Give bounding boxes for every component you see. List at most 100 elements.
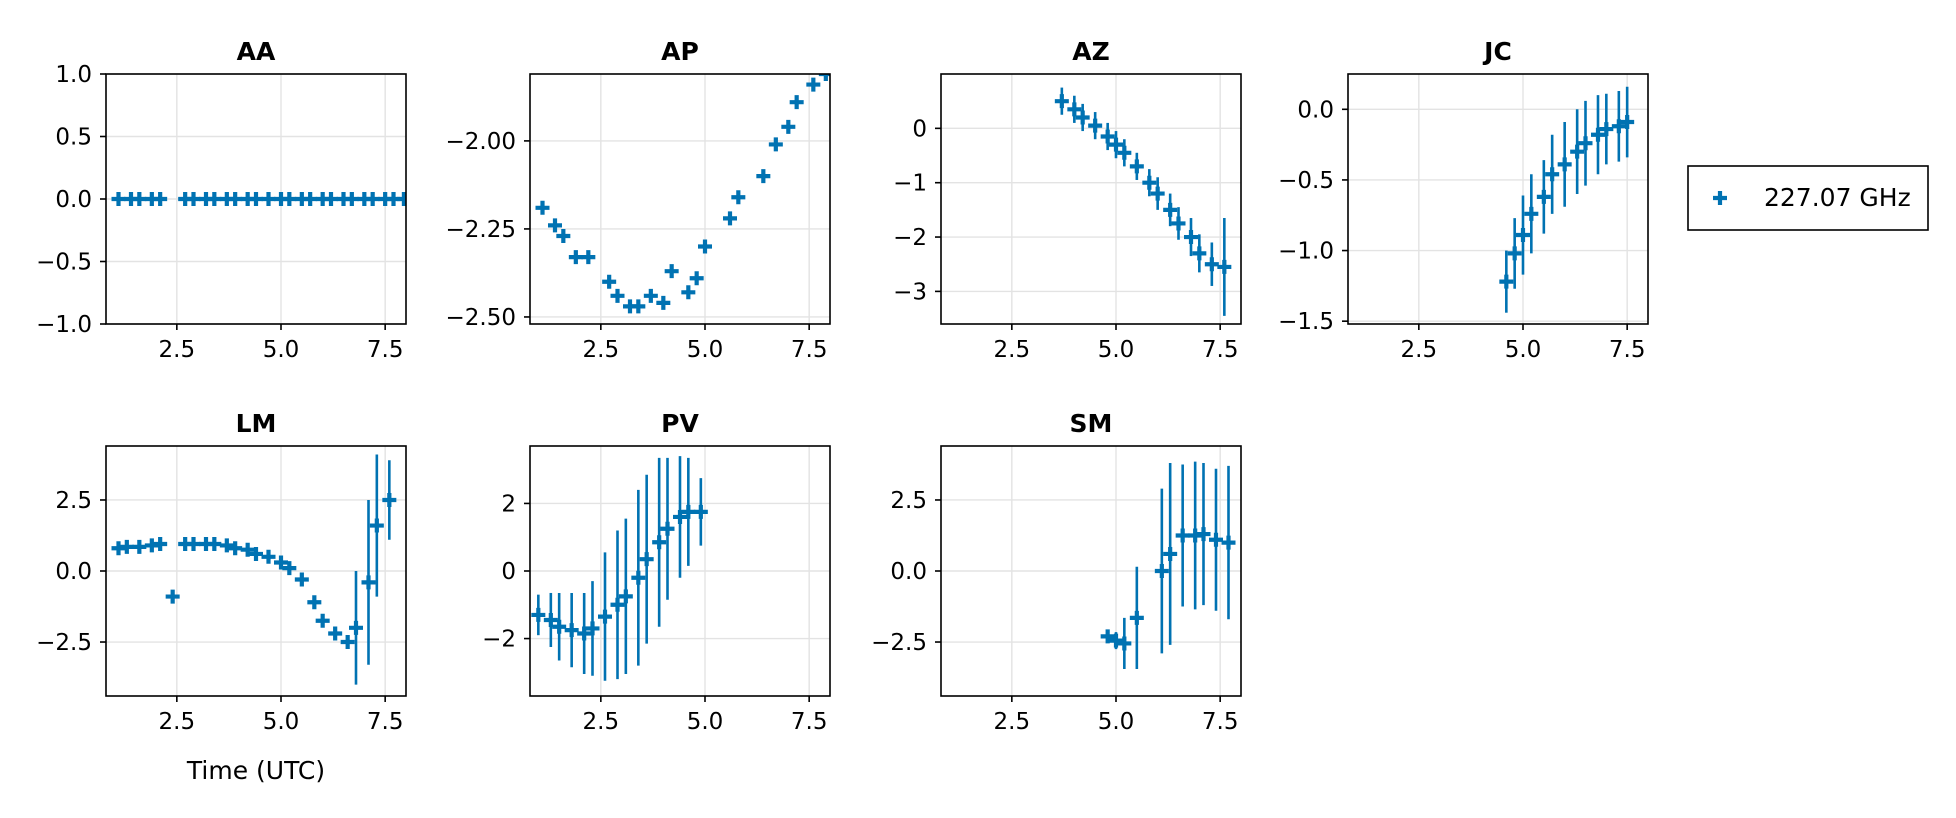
x-tick-label: 5.0 [263,337,300,363]
data-point-cross [274,555,288,570]
data-points [1054,87,1232,316]
data-point-cross [768,137,783,152]
data-point-cross [1536,189,1551,204]
data-point-cross [1578,136,1593,151]
x-tick-label: 5.0 [687,337,724,363]
data-point-cross [261,549,276,564]
data-point-cross [681,285,696,300]
data-point-cross [1184,230,1198,245]
y-tick-label: −0.5 [36,250,92,276]
data-point-cross [228,541,243,556]
legend-marker [1713,191,1727,205]
data-point-cross [1100,129,1115,144]
data-point-cross [652,535,667,550]
x-axis-label: Time (UTC) [186,756,325,785]
data-point-cross [531,607,546,622]
data-point-cross [1175,528,1190,543]
data-point-cross [781,119,796,134]
data-point-cross [219,538,234,553]
y-tick-label: −1.0 [1278,239,1334,265]
data-point-cross [165,589,180,604]
data-point-cross [1129,159,1144,174]
data-point-cross [344,192,359,206]
data-point-cross [535,200,550,215]
data-point-cross [806,77,821,92]
x-tick-label: 7.5 [791,709,828,735]
y-tick-label: −2.25 [446,217,516,243]
y-tick-label: 0 [501,559,516,585]
data-point-cross [1507,246,1522,261]
panel-pv: 2.5 5.0 7.5 −2 0 2 PV [482,409,831,735]
y-tick-label: −1.0 [36,312,92,338]
y-tick-label: 0.5 [55,125,92,151]
x-tick-label: 7.5 [791,337,828,363]
data-point-cross [818,74,830,81]
data-point-cross [1221,535,1236,550]
y-tick-label: −2.50 [446,305,516,331]
data-point-cross [610,288,625,303]
data-point-cross [328,626,343,641]
data-point-cross [1545,167,1560,182]
data-points [1499,86,1635,313]
panel-lm: 2.5 5.0 7.5 −2.5 0.0 2.5 LM [36,409,407,735]
data-point-cross [585,621,600,636]
panel-jc: 2.5 5.0 7.5 −1.5 −1.0 −0.5 0.0 JC [1278,37,1649,363]
x-tick-label: 7.5 [1609,337,1646,363]
data-point-cross [1129,610,1144,625]
data-point-cross [556,228,571,243]
y-tick-label: 2.5 [55,488,92,514]
data-point-cross [577,626,592,641]
x-tick-label: 5.0 [263,709,300,735]
legend-label: 227.07 GHz [1764,183,1911,212]
panel-sm: 2.5 5.0 7.5 −2.5 0.0 2.5 SM [871,409,1242,735]
data-point-cross [1154,564,1169,578]
data-point-cross [111,192,126,206]
axes-frame [1347,73,1649,325]
y-tick-label: −2 [893,225,927,251]
data-point-cross [1054,94,1069,109]
data-point-cross [324,192,338,206]
axes-frame [940,73,1242,325]
panel-title: AP [661,37,699,66]
data-points [1100,461,1236,670]
data-point-cross [1620,115,1635,130]
y-tick-label: −2.5 [871,630,927,656]
data-point-cross [186,537,201,552]
panel-title: LM [236,409,277,438]
data-point-cross [693,504,708,519]
data-points [535,74,830,314]
data-point-cross [261,192,276,206]
y-tick-label: 2.5 [890,488,927,514]
data-point-cross [132,539,147,554]
data-point-cross [1204,257,1219,272]
data-point-cross [1117,636,1132,651]
data-point-cross [673,509,687,524]
x-tick-label: 2.5 [159,709,196,735]
y-tick-label: −2.5 [36,630,92,656]
axes-frame [529,73,831,325]
x-tick-label: 2.5 [583,709,620,735]
data-point-cross [568,250,583,265]
y-tick-label: 1.0 [55,62,92,88]
y-tick-label: 0.0 [1297,97,1334,123]
data-point-cross [132,192,147,206]
data-point-cross [660,521,675,536]
data-point-cross [361,575,376,590]
data-point-cross [1100,629,1115,644]
data-point-cross [282,561,297,576]
data-point-cross [598,609,612,624]
y-tick-label: 0 [912,116,927,142]
x-tick-label: 7.5 [367,337,404,363]
data-point-cross [1557,157,1572,172]
panel-title: JC [1482,37,1512,66]
y-tick-label: −3 [893,279,927,305]
data-point-cross [369,518,384,533]
panel-title: AZ [1072,37,1109,66]
data-point-cross [207,537,222,552]
data-point-cross [552,619,567,634]
data-point-cross [689,271,704,286]
data-point-cross [789,95,804,110]
data-point-cross [581,250,596,265]
data-point-cross [119,539,134,554]
